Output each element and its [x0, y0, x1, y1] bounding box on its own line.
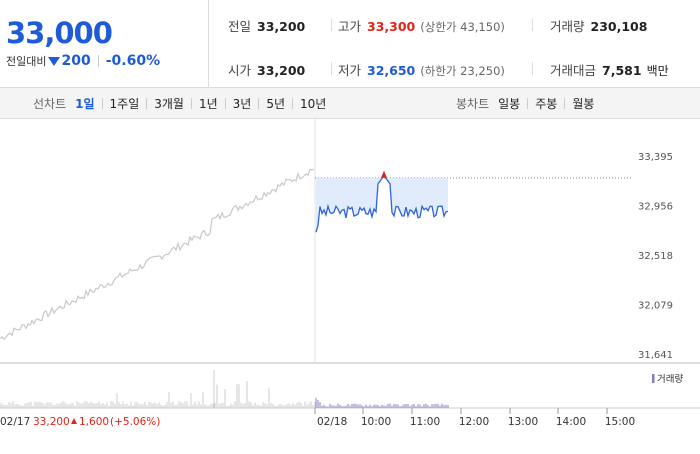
stat-high: 고가 33,300 (상한가 43,150)	[338, 19, 505, 34]
current-price: 33,000	[6, 16, 113, 50]
prev-day-change-label: 1,600	[79, 416, 109, 428]
divider	[97, 55, 99, 67]
y-tick-label: 33,395	[638, 152, 673, 163]
y-tick-label: 31,641	[638, 350, 673, 361]
price-chart[interactable]: 33,395 32,956 32,518 32,079 31,641 거래량 10:00 11…	[0, 118, 700, 450]
chart-tabbar: 선차트 1일 1주일 3개월 1년 3년 5년 10년 봉차트 일봉 주봉 월봉	[0, 88, 700, 119]
change-amount: 200	[61, 53, 91, 69]
line-chart-tabs: 선차트 1일 1주일 3개월 1년 3년 5년 10년	[33, 88, 326, 118]
divider	[224, 97, 226, 109]
y-tick-label: 32,956	[638, 202, 673, 213]
divider	[331, 18, 332, 31]
tab-1year[interactable]: 1년	[198, 96, 218, 111]
line-chart-label: 선차트	[33, 96, 67, 111]
divider	[532, 62, 533, 75]
today-area-fill	[316, 175, 448, 233]
prev-day-close-label: 33,200	[33, 416, 70, 428]
price-box: 33,000 전일대비 200 -0.60%	[0, 0, 209, 87]
divider	[527, 97, 529, 109]
volume-legend-label: 거래량	[657, 373, 683, 385]
change-percent: -0.60%	[105, 53, 161, 69]
price-chart-svg: 33,395 32,956 32,518 32,079 31,641 거래량 10:00 11…	[0, 118, 700, 428]
candle-chart-tabs: 봉차트 일봉 주봉 월봉	[456, 88, 594, 118]
x-tick-label: 14:00	[556, 416, 586, 428]
prev-day-pct-label: (+5.06%)	[110, 416, 160, 428]
divider	[146, 97, 148, 109]
stat-prev-close: 전일 33,200	[228, 19, 306, 34]
divider	[292, 97, 294, 109]
quote-summary: 33,000 전일대비 200 -0.60% 전일 33,200 고가 33,300…	[0, 0, 700, 88]
today-line	[315, 174, 449, 233]
y-tick-label: 32,518	[638, 251, 673, 262]
x-tick-label: 13:00	[508, 416, 538, 428]
tab-weekly-candle[interactable]: 주봉	[535, 96, 558, 111]
tab-3month[interactable]: 3개월	[154, 96, 184, 111]
change-row: 전일대비 200 -0.60%	[6, 53, 160, 69]
tab-5year[interactable]: 5년	[266, 96, 286, 111]
divider	[532, 18, 533, 31]
divider	[564, 97, 566, 109]
prev-day-line	[0, 168, 315, 341]
candle-chart-label: 봉차트	[456, 96, 490, 111]
tab-1week[interactable]: 1주일	[109, 96, 140, 111]
stat-low: 저가 32,650 (하한가 23,250)	[338, 63, 505, 78]
today-date-label: 02/18	[317, 416, 347, 428]
x-tick-label: 10:00	[361, 416, 391, 428]
stat-open: 시가 33,200	[228, 63, 306, 78]
tab-10year[interactable]: 10년	[300, 96, 327, 111]
high-marker	[381, 170, 387, 178]
x-tick-label: 11:00	[410, 416, 440, 428]
prev-day-date-label: 02/17	[0, 416, 30, 428]
up-arrow-icon	[71, 418, 77, 424]
down-arrow-icon	[48, 56, 61, 66]
divider	[101, 97, 103, 109]
y-tick-label: 32,079	[638, 301, 673, 312]
volume-legend-swatch	[652, 374, 655, 383]
change-label: 전일대비	[6, 55, 47, 68]
stat-volume: 거래량 230,108	[550, 19, 648, 34]
tab-1day[interactable]: 1일	[75, 96, 95, 111]
x-tick-label: 12:00	[459, 416, 489, 428]
tab-daily-candle[interactable]: 일봉	[498, 96, 521, 111]
x-tick-label: 15:00	[605, 416, 635, 428]
tab-monthly-candle[interactable]: 월봉	[572, 96, 595, 111]
stat-turnover: 거래대금 7,581 백만	[550, 63, 669, 78]
divider	[258, 97, 260, 109]
divider	[190, 97, 192, 109]
tab-3year[interactable]: 3년	[232, 96, 252, 111]
divider	[331, 62, 332, 75]
